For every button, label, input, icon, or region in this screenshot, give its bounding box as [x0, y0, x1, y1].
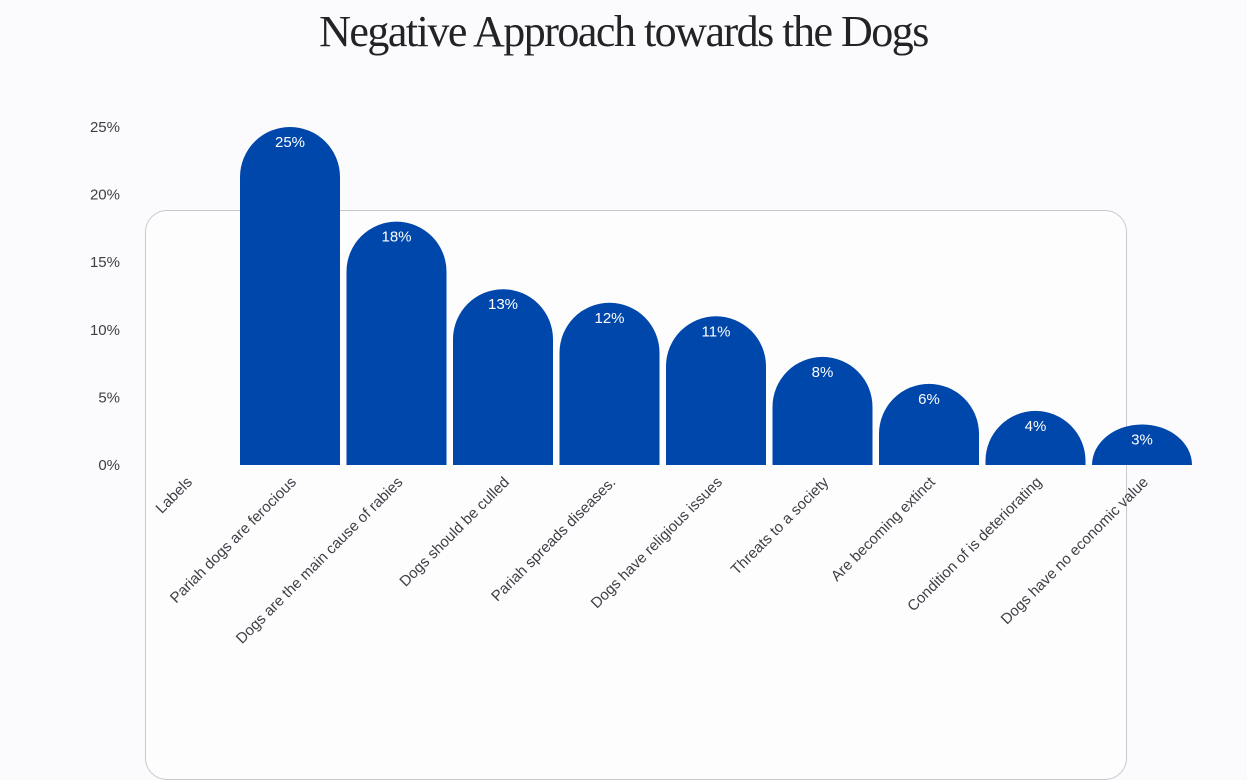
bar [666, 316, 766, 465]
x-category-label: Pariah spreads diseases. [488, 474, 619, 605]
data-label: 18% [381, 229, 411, 246]
x-category-label: Threats to a society [728, 473, 833, 578]
bar [772, 356, 873, 465]
y-tick-label: 5% [98, 389, 120, 406]
data-label: 11% [702, 323, 731, 340]
x-category-label: Dogs should be culled [396, 474, 512, 590]
bar [240, 127, 340, 465]
data-label: 25% [275, 134, 305, 151]
bar [985, 410, 1086, 465]
data-label: 3% [1131, 431, 1153, 448]
bar [879, 383, 979, 465]
bar [453, 289, 553, 465]
bar [1092, 424, 1192, 465]
x-axis-label: Labels [153, 474, 196, 517]
y-tick-label: 0% [98, 457, 120, 474]
data-label: 4% [1025, 418, 1047, 435]
y-tick-label: 25% [90, 119, 120, 136]
data-label: 12% [594, 310, 624, 327]
x-category-label: Dogs are the main cause of rabies [233, 474, 407, 648]
y-tick-label: 10% [90, 322, 120, 339]
x-category-label: Are becoming extinct [828, 473, 940, 585]
y-axis: 0% 5% 10% 15% 20% 25% [90, 119, 120, 474]
data-label: 8% [812, 364, 834, 381]
bars: 25% 18% 13% 12% 11% 8% 6% 4% 3% [240, 127, 1192, 465]
chart-title: Negative Approach towards the Dogs [319, 7, 929, 56]
y-tick-label: 15% [90, 254, 120, 271]
data-label: 13% [488, 296, 518, 313]
bar [559, 302, 660, 465]
data-label: 6% [918, 391, 940, 408]
y-tick-label: 20% [90, 187, 120, 204]
bar [346, 221, 447, 465]
